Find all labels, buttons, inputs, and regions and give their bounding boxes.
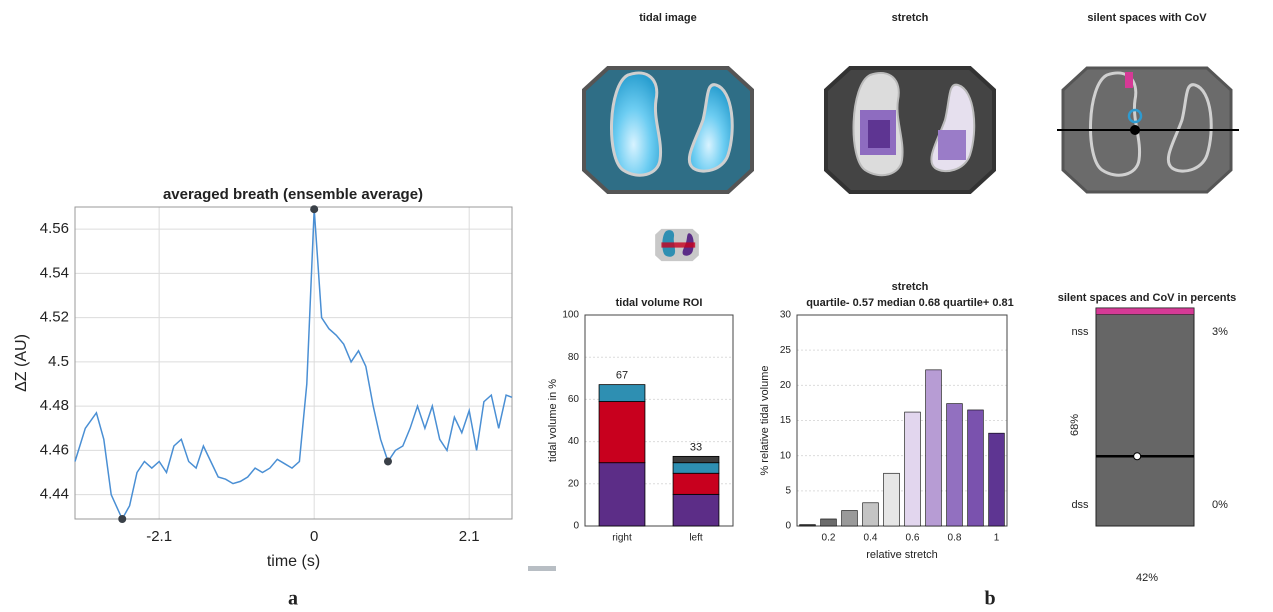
marker [384, 457, 392, 465]
bar-segment [599, 463, 645, 526]
y-tick-label: 5 [785, 485, 791, 496]
roi-icon [655, 229, 699, 261]
x-axis-label: time (s) [267, 553, 320, 570]
x-axis-label: relative stretch [866, 549, 938, 561]
chart-title: silent spaces and CoV in percents [1058, 292, 1237, 304]
y-tick-label: 4.48 [40, 397, 69, 414]
y-tick-label: 15 [780, 415, 792, 426]
panel-label: b [984, 588, 995, 610]
bar-segment [673, 473, 719, 494]
x-tick-label: -2.1 [146, 528, 172, 545]
y-axis-label: tidal volume in % [547, 379, 559, 462]
silent-image [1057, 68, 1239, 192]
lung-column [1096, 308, 1194, 526]
y-tick-label: 80 [568, 352, 580, 363]
bar-segment [673, 456, 719, 462]
marker [310, 205, 318, 213]
cov-vertical-label: 68% [1069, 414, 1081, 436]
y-tick-label: 25 [780, 345, 792, 356]
marker [118, 515, 126, 523]
x-tick-label: 0.6 [906, 533, 920, 544]
cov-dot [1134, 453, 1141, 460]
y-tick-label: 4.46 [40, 441, 69, 458]
bar-segment [599, 385, 645, 402]
separator [528, 566, 556, 571]
bar [989, 433, 1005, 526]
panel-label: a [288, 588, 298, 610]
x-tick-label: 0 [310, 528, 318, 545]
chart-subtitle: quartile- 0.57 median 0.68 quartile+ 0.8… [806, 297, 1014, 309]
chart-title: averaged breath (ensemble average) [163, 186, 423, 203]
tidal-image [584, 68, 752, 192]
y-tick-label: 20 [780, 380, 792, 391]
y-axis-label: ΔZ (AU) [13, 334, 30, 392]
x-tick-label: 0.2 [822, 533, 836, 544]
bar [947, 404, 963, 526]
dss-value: 0% [1212, 499, 1228, 511]
y-tick-label: 30 [780, 310, 792, 321]
stretch-image [826, 68, 994, 192]
x-tick-label: 2.1 [459, 528, 480, 545]
x-tick-label: 0.4 [864, 533, 878, 544]
bar [842, 511, 858, 526]
bar-segment [673, 494, 719, 526]
bar [968, 410, 984, 526]
total-label: 67 [616, 370, 628, 382]
y-tick-label: 0 [573, 521, 579, 532]
image-title: silent spaces with CoV [1087, 12, 1207, 24]
figure: tidal image stretch silent spaces with C… [0, 0, 1273, 612]
total-label: 33 [690, 441, 702, 453]
bar [926, 370, 942, 526]
image-title: stretch [892, 12, 929, 24]
y-axis-label: % relative tidal volume [759, 365, 771, 475]
line [75, 209, 512, 519]
bar [821, 519, 837, 526]
bar [863, 503, 879, 526]
y-tick-label: 4.56 [40, 220, 69, 237]
bar [905, 412, 921, 526]
plot-frame [75, 207, 512, 519]
x-tick-label: right [612, 533, 632, 544]
y-tick-label: 100 [562, 310, 579, 321]
x-tick-label: 0.8 [948, 533, 962, 544]
bar [800, 525, 816, 526]
bar-segment [673, 463, 719, 474]
bar [884, 473, 900, 526]
y-tick-label: 4.52 [40, 309, 69, 326]
y-tick-label: 4.44 [40, 486, 69, 503]
bar-segment [599, 402, 645, 463]
chart-title: tidal volume ROI [616, 297, 703, 309]
chart-title: stretch [892, 281, 929, 293]
y-tick-label: 4.5 [48, 353, 69, 370]
image-title: tidal image [639, 12, 696, 24]
y-tick-label: 4.54 [40, 264, 69, 281]
dss-label: dss [1071, 499, 1089, 511]
y-tick-label: 10 [780, 450, 792, 461]
y-tick-label: 60 [568, 394, 580, 405]
x-tick-label: 1 [994, 533, 1000, 544]
nss-bar [1096, 308, 1194, 315]
y-tick-label: 20 [568, 478, 580, 489]
x-tick-label: left [689, 533, 703, 544]
y-tick-label: 0 [785, 521, 791, 532]
y-tick-label: 40 [568, 436, 580, 447]
cov-horizontal-label: 42% [1136, 572, 1158, 584]
nss-label: nss [1071, 326, 1089, 338]
nss-value: 3% [1212, 326, 1228, 338]
